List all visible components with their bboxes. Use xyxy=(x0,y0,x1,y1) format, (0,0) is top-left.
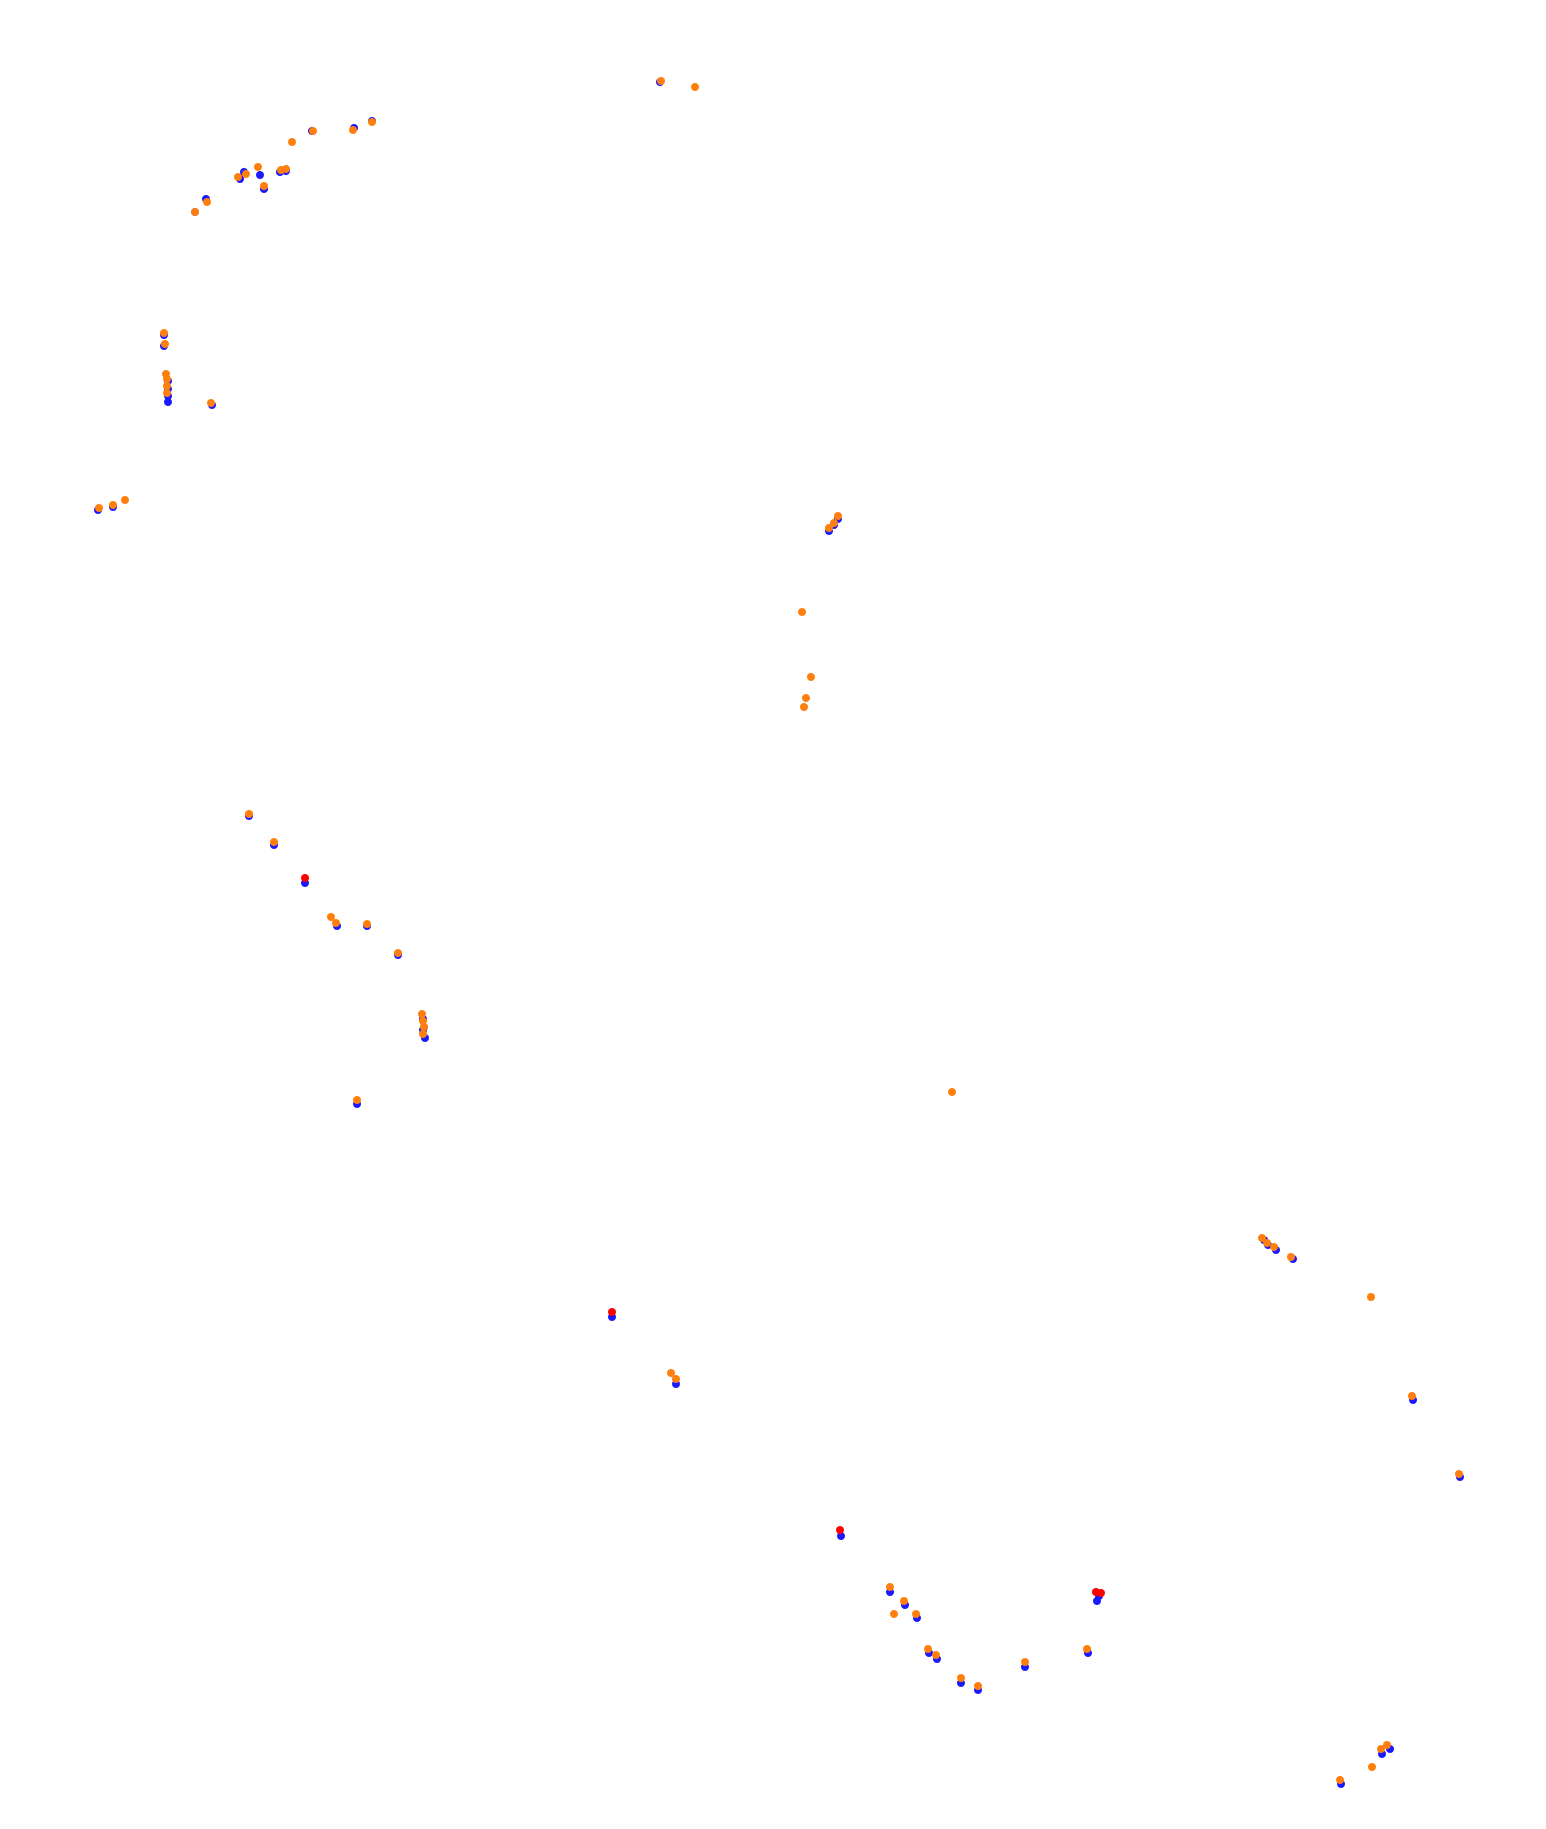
point-orange-14 xyxy=(160,329,168,337)
point-orange-3 xyxy=(349,126,357,134)
point-orange-15 xyxy=(161,340,169,348)
point-orange-24 xyxy=(834,512,842,520)
point-orange-28 xyxy=(807,673,815,681)
point-orange-41 xyxy=(353,1096,361,1104)
point-orange-13 xyxy=(191,208,199,216)
point-orange-7 xyxy=(277,166,285,174)
point-orange-31 xyxy=(245,810,253,818)
point-orange-37 xyxy=(418,1010,426,1018)
point-orange-57 xyxy=(932,1651,940,1659)
point-orange-35 xyxy=(363,920,371,928)
point-orange-22 xyxy=(109,501,117,509)
point-orange-42 xyxy=(948,1088,956,1096)
point-orange-56 xyxy=(924,1645,932,1653)
point-orange-30 xyxy=(800,703,808,711)
point-orange-25 xyxy=(830,519,838,527)
point-orange-40 xyxy=(419,1030,427,1038)
point-orange-17 xyxy=(163,375,171,383)
point-orange-1 xyxy=(691,83,699,91)
point-orange-51 xyxy=(672,1375,680,1383)
point-orange-43 xyxy=(1258,1234,1266,1242)
point-orange-0 xyxy=(657,77,665,85)
point-orange-59 xyxy=(974,1682,982,1690)
point-orange-4 xyxy=(309,127,317,135)
point-orange-55 xyxy=(890,1610,898,1618)
point-orange-11 xyxy=(260,182,268,190)
point-blue-17 xyxy=(164,398,172,406)
point-orange-21 xyxy=(95,504,103,512)
point-red-4 xyxy=(1097,1589,1105,1597)
point-red-1 xyxy=(608,1308,616,1316)
point-orange-26 xyxy=(825,524,833,532)
point-orange-46 xyxy=(1287,1253,1295,1261)
point-orange-8 xyxy=(254,163,262,171)
point-orange-33 xyxy=(327,913,335,921)
point-orange-64 xyxy=(1368,1763,1376,1771)
series-red xyxy=(301,874,1105,1597)
point-red-2 xyxy=(836,1526,844,1534)
point-orange-38 xyxy=(419,1017,427,1025)
point-orange-47 xyxy=(1367,1293,1375,1301)
point-orange-49 xyxy=(1455,1470,1463,1478)
point-orange-39 xyxy=(420,1023,428,1031)
point-orange-45 xyxy=(1270,1243,1278,1251)
point-orange-60 xyxy=(1021,1658,1029,1666)
series-layer xyxy=(94,77,1464,1788)
point-orange-62 xyxy=(1383,1741,1391,1749)
point-orange-12 xyxy=(203,198,211,206)
point-orange-48 xyxy=(1408,1392,1416,1400)
point-red-0 xyxy=(301,874,309,882)
point-orange-52 xyxy=(886,1583,894,1591)
point-orange-9 xyxy=(242,170,250,178)
point-blue-43 xyxy=(837,1532,845,1540)
point-orange-20 xyxy=(207,399,215,407)
point-orange-23 xyxy=(121,496,129,504)
series-orange xyxy=(95,77,1463,1784)
point-orange-2 xyxy=(368,118,376,126)
point-orange-29 xyxy=(802,694,810,702)
point-orange-44 xyxy=(1263,1239,1271,1247)
point-orange-10 xyxy=(234,173,242,181)
point-orange-18 xyxy=(163,382,171,390)
point-orange-54 xyxy=(912,1610,920,1618)
point-orange-32 xyxy=(270,838,278,846)
point-orange-58 xyxy=(957,1674,965,1682)
point-orange-5 xyxy=(288,138,296,146)
point-orange-63 xyxy=(1377,1745,1385,1753)
point-orange-36 xyxy=(394,949,402,957)
point-orange-27 xyxy=(798,608,806,616)
point-blue-6 xyxy=(256,171,264,179)
point-orange-50 xyxy=(667,1369,675,1377)
point-orange-19 xyxy=(163,389,171,397)
point-orange-65 xyxy=(1336,1776,1344,1784)
point-orange-61 xyxy=(1083,1645,1091,1653)
point-orange-53 xyxy=(900,1597,908,1605)
point-orange-34 xyxy=(332,919,340,927)
